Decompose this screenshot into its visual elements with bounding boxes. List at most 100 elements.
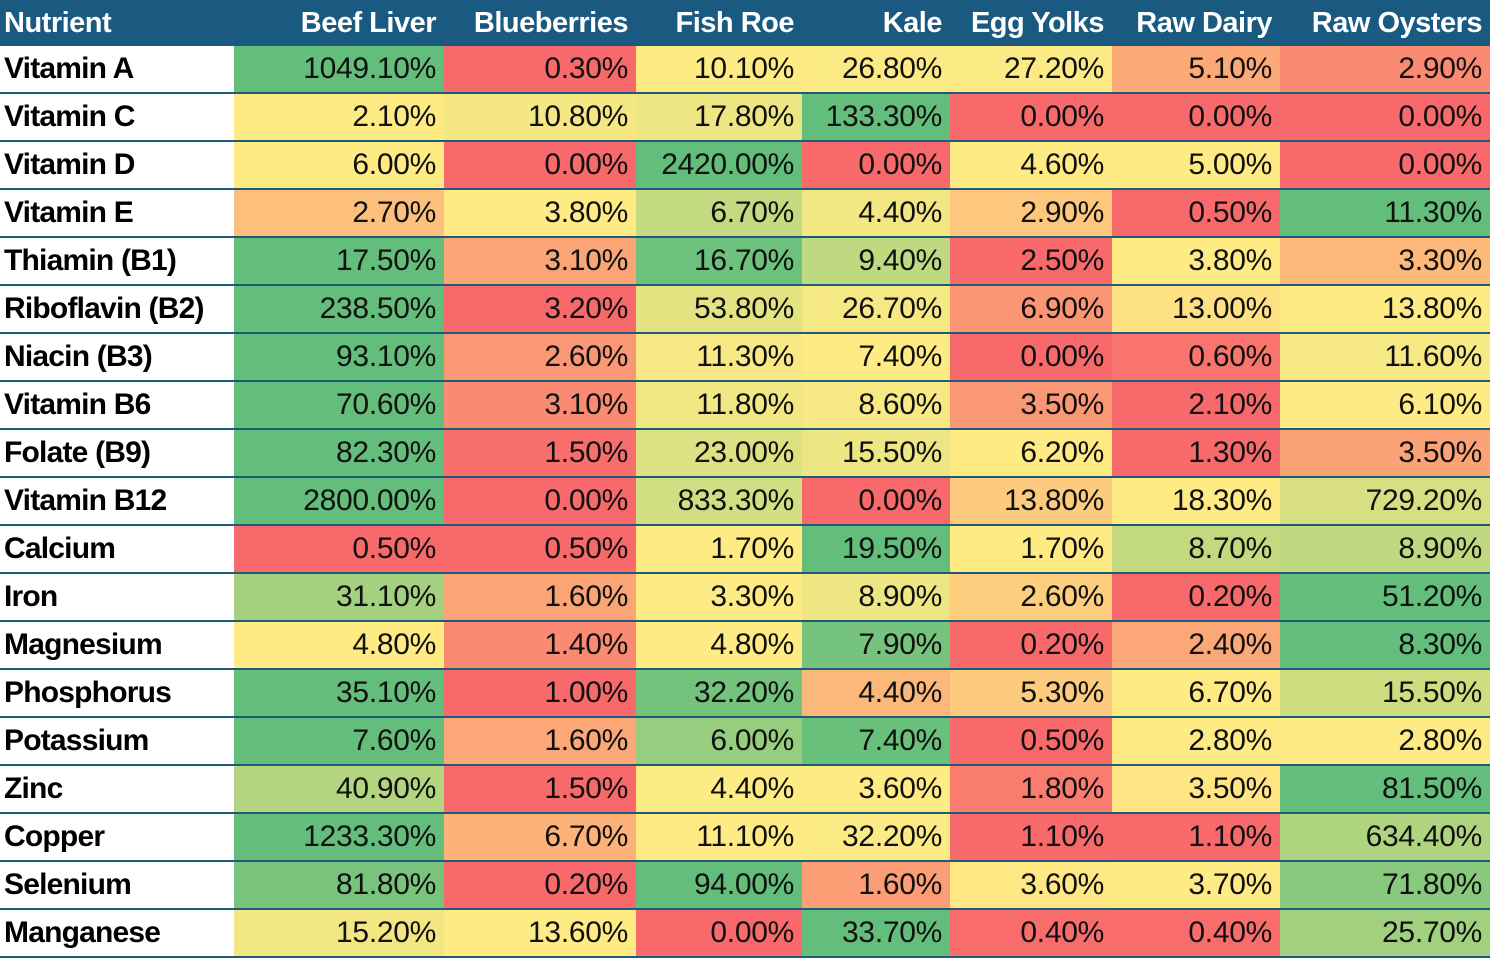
table-row: Riboflavin (B2) 238.50% 3.20% 53.80% 26.70% 6… [0,285,1490,334]
heatmap-cell: 81.50% [1280,765,1490,814]
heatmap-cell: 35.10% [234,669,444,718]
heatmap-cell: 0.50% [234,525,444,574]
heatmap-cell: 26.70% [802,285,950,334]
heatmap-cell: 0.40% [1112,909,1280,958]
heatmap-cell: 1049.10% [234,46,444,94]
table-body: Vitamin A 1049.10% 0.30% 10.10% 26.80% 27.20%… [0,46,1490,958]
heatmap-cell: 0.00% [950,333,1112,382]
heatmap-cell: 71.80% [1280,861,1490,910]
heatmap-cell: 7.60% [234,717,444,766]
heatmap-cell: 11.80% [636,381,802,430]
heatmap-cell: 0.00% [1112,93,1280,142]
heatmap-cell: 3.30% [636,573,802,622]
heatmap-cell: 2.70% [234,189,444,238]
heatmap-cell: 634.40% [1280,813,1490,862]
heatmap-cell: 0.20% [950,621,1112,670]
heatmap-cell: 6.20% [950,429,1112,478]
heatmap-cell: 2.60% [950,573,1112,622]
heatmap-cell: 17.80% [636,93,802,142]
heatmap-cell: 11.30% [1280,189,1490,238]
column-header: Kale [802,0,950,46]
heatmap-cell: 2.80% [1280,717,1490,766]
heatmap-cell: 1233.30% [234,813,444,862]
heatmap-cell: 2800.00% [234,477,444,526]
row-label: Vitamin B6 [0,381,234,430]
heatmap-cell: 8.30% [1280,621,1490,670]
column-header: Egg Yolks [950,0,1112,46]
table-row: Phosphorus 35.10% 1.00% 32.20% 4.40% 5.30% 6.7… [0,669,1490,718]
heatmap-cell: 94.00% [636,861,802,910]
heatmap-cell: 0.00% [1280,93,1490,142]
heatmap-cell: 1.60% [802,861,950,910]
row-label: Folate (B9) [0,429,234,478]
row-label: Thiamin (B1) [0,237,234,286]
heatmap-cell: 2.80% [1112,717,1280,766]
row-label: Vitamin D [0,141,234,190]
row-label: Zinc [0,765,234,814]
heatmap-cell: 0.50% [1112,189,1280,238]
heatmap-cell: 53.80% [636,285,802,334]
heatmap-cell: 31.10% [234,573,444,622]
heatmap-cell: 3.20% [444,285,636,334]
heatmap-cell: 3.30% [1280,237,1490,286]
heatmap-cell: 0.00% [444,477,636,526]
heatmap-cell: 0.00% [1280,141,1490,190]
heatmap-cell: 2420.00% [636,141,802,190]
heatmap-cell: 4.40% [802,669,950,718]
table-row: Vitamin C 2.10% 10.80% 17.80% 133.30% 0.00% 0.… [0,93,1490,142]
heatmap-cell: 27.20% [950,46,1112,94]
heatmap-cell: 17.50% [234,237,444,286]
heatmap-cell: 1.40% [444,621,636,670]
heatmap-cell: 8.60% [802,381,950,430]
row-label: Potassium [0,717,234,766]
heatmap-cell: 2.90% [1280,46,1490,94]
heatmap-cell: 16.70% [636,237,802,286]
row-label: Vitamin C [0,93,234,142]
heatmap-cell: 10.10% [636,46,802,94]
table-row: Calcium 0.50% 0.50% 1.70% 19.50% 1.70% 8.70% 8.… [0,525,1490,574]
column-header: Beef Liver [234,0,444,46]
heatmap-cell: 3.10% [444,381,636,430]
heatmap-cell: 8.90% [1280,525,1490,574]
heatmap-cell: 4.40% [636,765,802,814]
heatmap-cell: 13.60% [444,909,636,958]
row-label: Calcium [0,525,234,574]
heatmap-cell: 4.60% [950,141,1112,190]
heatmap-cell: 3.60% [802,765,950,814]
heatmap-cell: 11.60% [1280,333,1490,382]
row-label: Riboflavin (B2) [0,285,234,334]
heatmap-cell: 0.50% [444,525,636,574]
heatmap-cell: 7.40% [802,333,950,382]
row-label: Niacin (B3) [0,333,234,382]
heatmap-cell: 1.10% [950,813,1112,862]
heatmap-cell: 0.40% [950,909,1112,958]
heatmap-cell: 23.00% [636,429,802,478]
heatmap-cell: 4.80% [234,621,444,670]
row-label: Iron [0,573,234,622]
heatmap-cell: 9.40% [802,237,950,286]
table-row: Zinc 40.90% 1.50% 4.40% 3.60% 1.80% 3.50% 81.50… [0,765,1490,814]
heatmap-cell: 3.50% [1112,765,1280,814]
table-row: Selenium 81.80% 0.20% 94.00% 1.60% 3.60% 3.70%… [0,861,1490,910]
heatmap-cell: 238.50% [234,285,444,334]
heatmap-cell: 1.10% [1112,813,1280,862]
heatmap-cell: 8.70% [1112,525,1280,574]
heatmap-cell: 6.70% [636,189,802,238]
table-row: Magnesium 4.80% 1.40% 4.80% 7.90% 0.20% 2.40% 8… [0,621,1490,670]
heatmap-cell: 81.80% [234,861,444,910]
heatmap-cell: 0.30% [444,46,636,94]
heatmap-cell: 2.60% [444,333,636,382]
row-label: Phosphorus [0,669,234,718]
heatmap-cell: 2.50% [950,237,1112,286]
heatmap-cell: 6.00% [636,717,802,766]
table-row: Vitamin B6 70.60% 3.10% 11.80% 8.60% 3.50% 2.1… [0,381,1490,430]
heatmap-cell: 4.80% [636,621,802,670]
heatmap-cell: 0.00% [636,909,802,958]
heatmap-cell: 5.00% [1112,141,1280,190]
heatmap-cell: 2.40% [1112,621,1280,670]
table-row: Vitamin B12 2800.00% 0.00% 833.30% 0.00% 13.8… [0,477,1490,526]
heatmap-cell: 4.40% [802,189,950,238]
header-row: Nutrient Beef Liver Blueberries Fish Roe Ka… [0,0,1490,46]
column-header: Raw Oysters [1280,0,1490,46]
